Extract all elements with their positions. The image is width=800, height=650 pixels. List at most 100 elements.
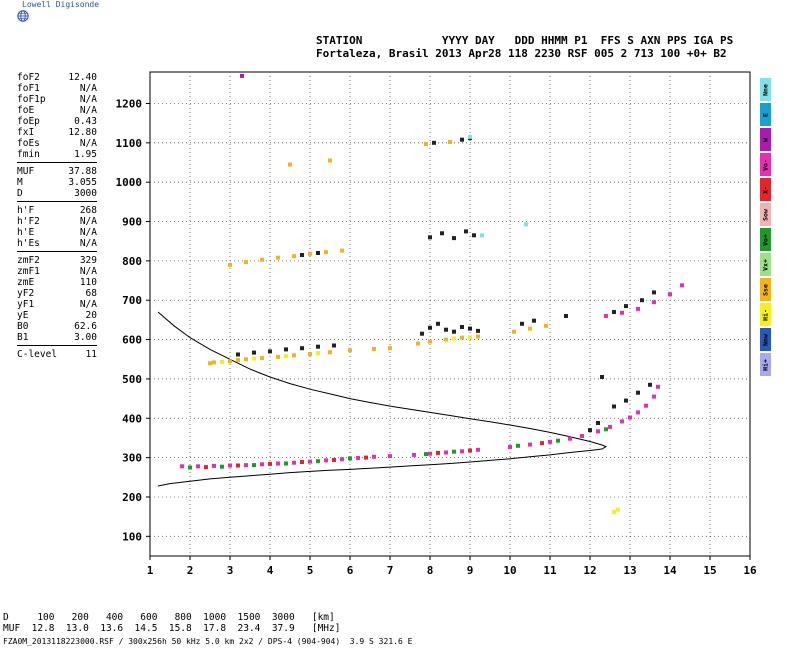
- echo-point: [300, 346, 304, 351]
- echo-point: [588, 428, 592, 433]
- param-label: D: [17, 188, 23, 199]
- echo-point: [340, 457, 344, 462]
- x-tick-label: 4: [267, 564, 274, 577]
- echo-point: [636, 410, 640, 415]
- mode-label: Sse: [761, 283, 770, 296]
- echo-point: [476, 447, 480, 452]
- echo-point: [468, 134, 472, 139]
- brand-name: Lowell Digisonde: [22, 0, 100, 9]
- param-row: yF2 68: [17, 288, 97, 299]
- echo-point: [604, 427, 608, 432]
- echo-point: [616, 507, 620, 512]
- mode-label: Vx+: [761, 258, 770, 271]
- param-value: 62.6: [74, 321, 97, 332]
- echo-point: [324, 250, 328, 255]
- echo-point: [436, 450, 440, 455]
- echo-point: [528, 326, 532, 331]
- echo-point: [540, 441, 544, 446]
- echo-point: [300, 253, 304, 257]
- echo-point: [372, 347, 376, 351]
- echo-point: [420, 331, 424, 336]
- echo-point: [316, 251, 320, 255]
- echo-point: [388, 454, 392, 459]
- echo-point: [608, 424, 612, 429]
- echo-point: [516, 443, 520, 448]
- header-values: Fortaleza, Brasil 2013 Apr28 118 2230 RS…: [316, 47, 727, 60]
- mode-label: Hi-: [761, 308, 770, 321]
- echo-point: [468, 335, 472, 340]
- echo-point: [680, 283, 684, 288]
- mode-swatch: X-: [760, 178, 771, 201]
- param-row: fxI 12.80: [17, 127, 97, 138]
- echo-point: [284, 354, 288, 359]
- mode-swatch: Hi+: [760, 353, 771, 376]
- param-row: zmF2 329: [17, 255, 97, 266]
- echo-point: [424, 142, 428, 146]
- echo-point: [620, 419, 624, 424]
- echo-point: [444, 450, 448, 455]
- echo-point: [220, 464, 224, 469]
- plot-frame: [149, 71, 751, 557]
- x-tick-label: 2: [187, 564, 194, 577]
- mode-label: Vo-: [761, 158, 770, 171]
- param-value: 329: [79, 255, 97, 266]
- echo-point: [644, 403, 648, 408]
- param-value: 11: [85, 349, 97, 360]
- echo-point: [528, 442, 532, 447]
- x-tick-label: 1: [147, 564, 154, 577]
- echo-point: [440, 231, 444, 236]
- param-label: foF1p: [17, 94, 46, 105]
- echo-point: [548, 439, 552, 444]
- profile-trace: [157, 311, 608, 487]
- y-tick-label: 1200: [116, 97, 143, 110]
- echo-point: [180, 464, 184, 469]
- echo-point: [220, 360, 224, 364]
- param-row: D 3000: [17, 188, 97, 199]
- y-tick-label: 700: [122, 294, 142, 307]
- muf-table-muf: MUF 12.8 13.0 13.6 14.5 15.8 17.8 23.4 3…: [3, 623, 341, 634]
- echo-point: [308, 251, 312, 256]
- echo-point: [252, 463, 256, 468]
- x-tick-label: 3: [227, 564, 234, 577]
- echo-point: [332, 343, 336, 348]
- echo-point: [236, 463, 240, 468]
- echo-point: [624, 304, 628, 309]
- echo-point: [508, 445, 512, 449]
- echo-point: [636, 306, 640, 311]
- echo-point: [208, 361, 212, 366]
- param-value: N/A: [79, 266, 97, 277]
- param-value: N/A: [79, 238, 97, 249]
- echo-point: [428, 339, 432, 344]
- x-tick-label: 5: [307, 564, 314, 577]
- y-tick-label: 1100: [116, 137, 143, 150]
- echo-point: [244, 260, 248, 265]
- param-row: foF1 N/A: [17, 83, 97, 94]
- x-tick-label: 8: [427, 564, 434, 577]
- echo-point: [188, 465, 192, 470]
- param-row: C-level 11: [17, 349, 97, 360]
- echo-point: [244, 357, 248, 362]
- echo-point: [596, 429, 600, 434]
- y-tick-label: 200: [122, 491, 142, 504]
- echo-point: [328, 158, 332, 163]
- param-row: foF1p N/A: [17, 94, 97, 105]
- echo-point: [372, 454, 376, 459]
- echo-point: [460, 137, 464, 142]
- param-label: zmF1: [17, 266, 40, 277]
- param-label: B1: [17, 332, 29, 343]
- echo-point: [452, 449, 456, 454]
- echo-point: [652, 394, 656, 399]
- echo-point: [212, 360, 216, 365]
- param-row: zmE 110: [17, 277, 97, 288]
- ionogram-chart: 1 2 3 4 5 6 7 8 9 10 11 12 13 14 15 1610020030040050060…: [116, 71, 757, 577]
- param-value: 3000: [74, 188, 97, 199]
- echo-point: [636, 390, 640, 395]
- mode-label: W: [761, 137, 770, 142]
- param-label: zmE: [17, 277, 35, 288]
- param-value: 110: [79, 277, 97, 288]
- param-value: N/A: [79, 105, 97, 116]
- param-value: N/A: [79, 94, 97, 105]
- echo-point: [612, 404, 616, 409]
- echo-point: [604, 314, 608, 318]
- param-label: foF2: [17, 72, 40, 83]
